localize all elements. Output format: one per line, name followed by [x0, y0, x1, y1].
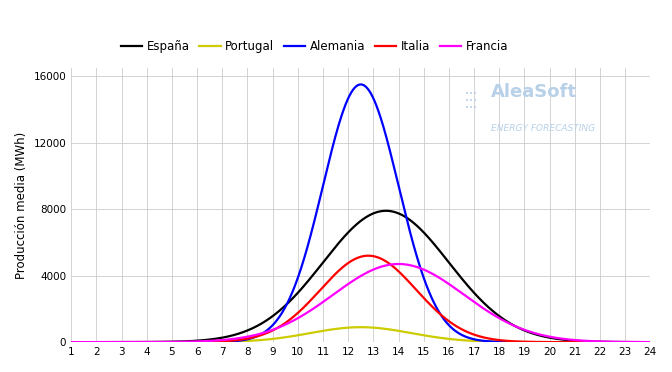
Italia [364, 253, 372, 258]
Alemania [646, 340, 655, 344]
Alemania [357, 82, 365, 87]
Alemania [630, 340, 638, 344]
España [630, 340, 638, 344]
Text: •••
•••
•••: ••• ••• ••• [465, 91, 477, 111]
Alemania [67, 340, 75, 344]
Text: AleaSoft: AleaSoft [491, 83, 577, 102]
Italia [97, 340, 105, 344]
Y-axis label: Producción media (MWh): Producción media (MWh) [15, 131, 28, 279]
Portugal [357, 325, 365, 330]
Portugal [97, 340, 105, 344]
Francia [394, 262, 403, 266]
Italia [67, 340, 75, 344]
Italia [333, 270, 341, 274]
Francia [646, 340, 655, 344]
Portugal [523, 340, 532, 344]
Francia [97, 340, 105, 344]
España [630, 340, 638, 344]
Line: Alemania: Alemania [71, 84, 650, 342]
España [646, 340, 655, 344]
España [67, 340, 75, 344]
España [349, 225, 357, 230]
Legend: España, Portugal, Alemania, Italia, Francia: España, Portugal, Alemania, Italia, Fran… [116, 35, 513, 58]
Francia [67, 340, 75, 344]
Line: España: España [71, 211, 650, 342]
Italia [630, 340, 638, 344]
Francia [349, 279, 357, 283]
Line: Portugal: Portugal [71, 327, 650, 342]
Alemania [333, 127, 341, 131]
Francia [630, 340, 638, 344]
Portugal [630, 340, 638, 344]
Francia [630, 340, 638, 344]
Line: Francia: Francia [71, 264, 650, 342]
Francia [333, 289, 341, 294]
España [523, 330, 532, 334]
Italia [646, 340, 655, 344]
Italia [630, 340, 638, 344]
España [97, 340, 105, 344]
Alemania [523, 340, 532, 344]
Portugal [67, 340, 75, 344]
Text: ENERGY FORECASTING: ENERGY FORECASTING [491, 124, 595, 133]
Alemania [630, 340, 638, 344]
Italia [523, 340, 532, 344]
Francia [523, 329, 532, 333]
Line: Italia: Italia [71, 256, 650, 342]
España [333, 242, 341, 247]
Portugal [349, 325, 357, 330]
Alemania [97, 340, 105, 344]
Alemania [349, 88, 357, 92]
Portugal [630, 340, 638, 344]
Portugal [646, 340, 655, 344]
España [382, 209, 390, 213]
Portugal [333, 327, 341, 331]
Italia [349, 258, 357, 262]
